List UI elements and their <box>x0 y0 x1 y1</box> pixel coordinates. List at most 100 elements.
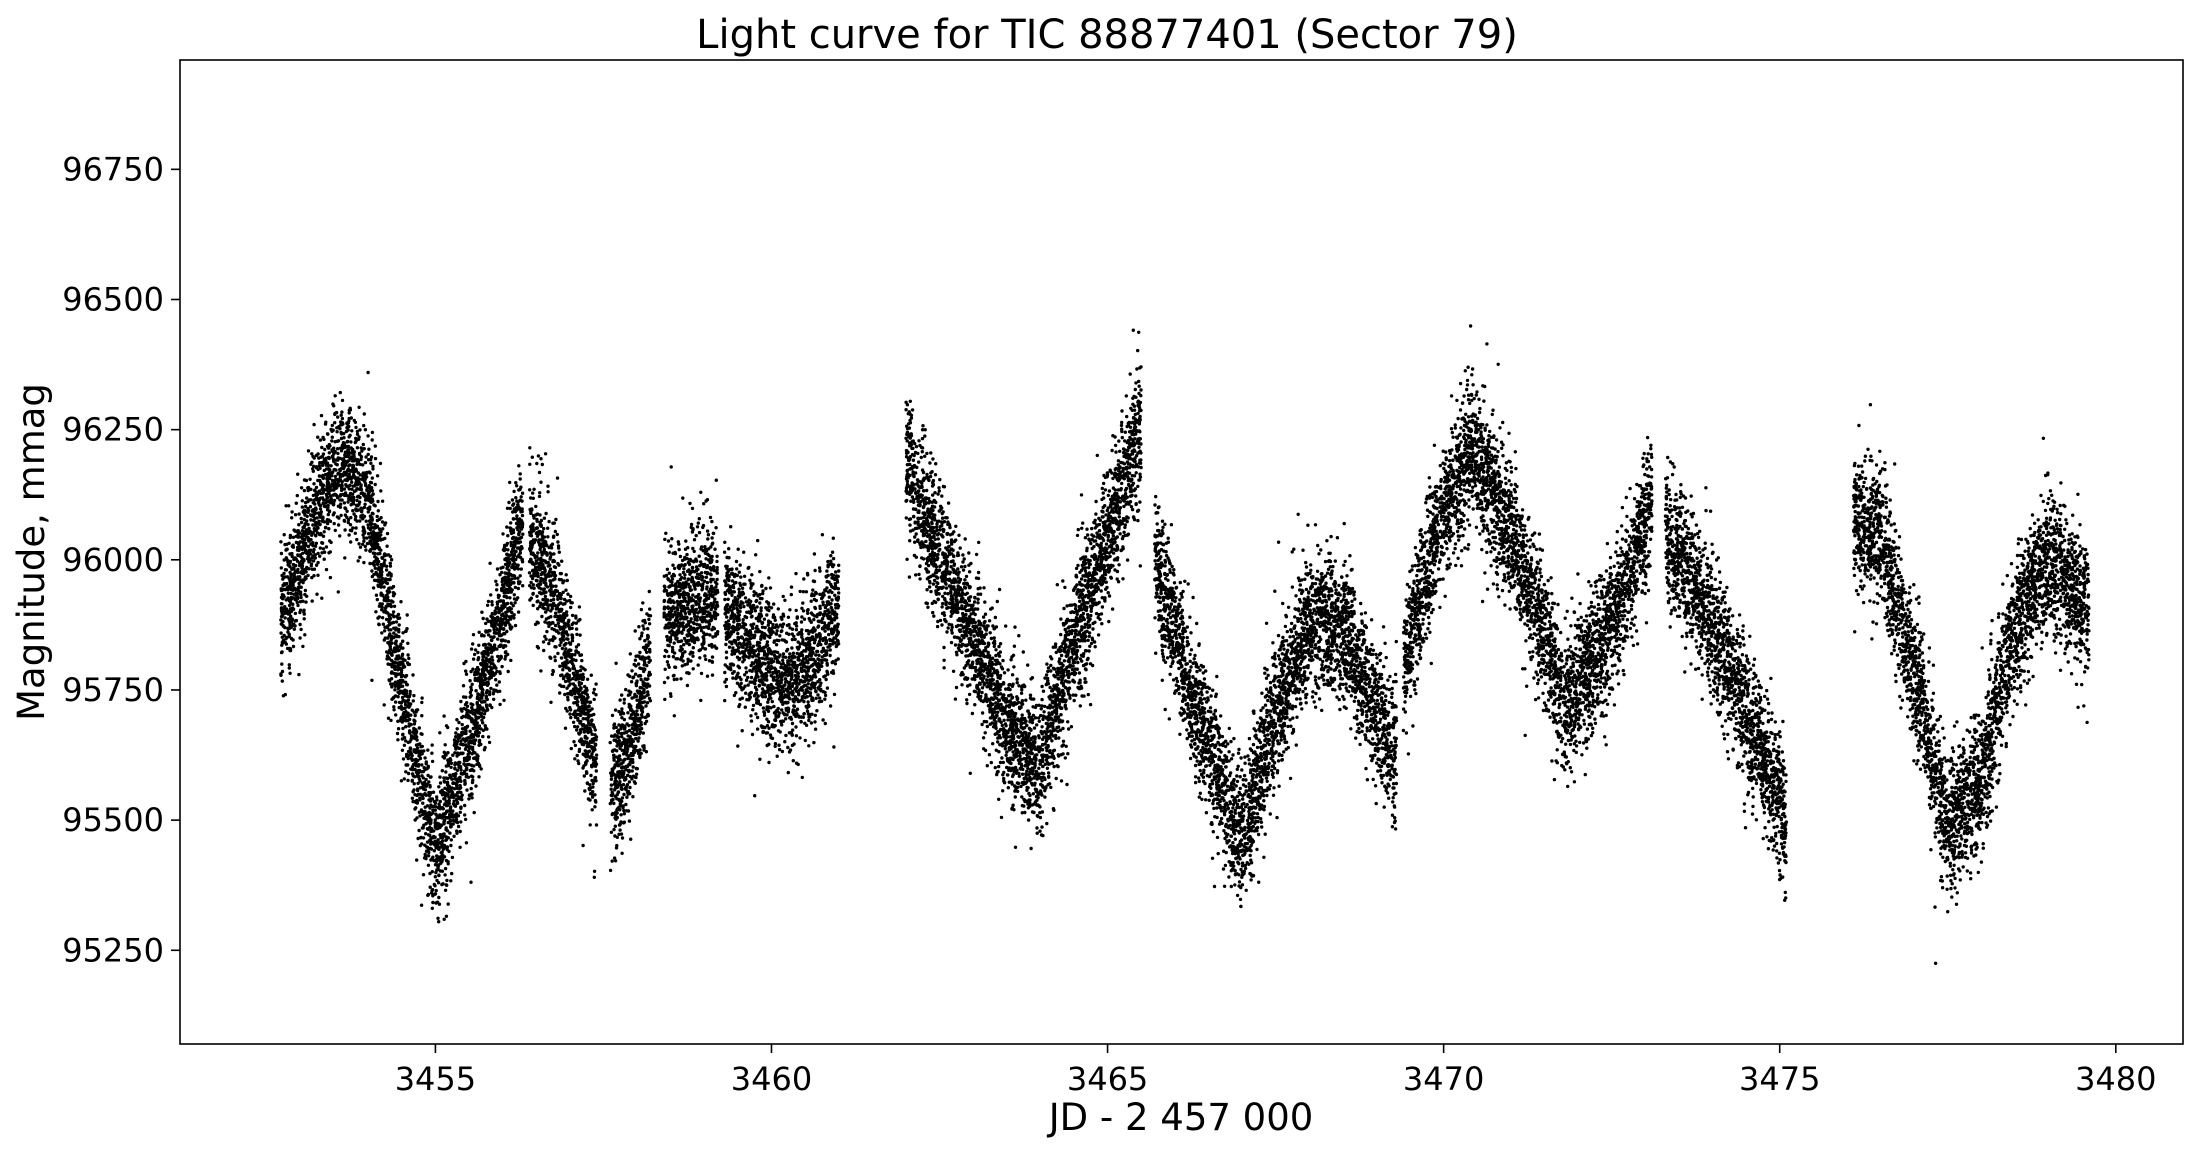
data-point <box>616 759 621 763</box>
data-point <box>355 459 359 463</box>
data-point <box>404 673 409 678</box>
data-point <box>304 478 309 483</box>
data-point <box>344 450 349 454</box>
data-point <box>499 599 503 603</box>
data-point <box>556 651 560 656</box>
data-point <box>332 521 336 526</box>
data-point <box>570 622 574 627</box>
data-point <box>459 805 463 809</box>
data-point <box>635 689 640 693</box>
data-point <box>634 736 638 741</box>
data-point <box>397 627 401 632</box>
data-point <box>389 572 393 576</box>
data-point <box>447 801 451 806</box>
data-point <box>412 788 416 792</box>
data-point <box>370 438 374 442</box>
data-point <box>359 457 363 462</box>
data-point <box>408 746 413 751</box>
data-point <box>512 540 516 544</box>
data-point <box>530 545 534 549</box>
data-point <box>370 489 375 493</box>
data-point <box>362 493 366 497</box>
data-point <box>487 658 492 663</box>
data-point <box>346 424 350 429</box>
data-point <box>536 551 540 555</box>
data-point <box>349 416 353 420</box>
data-point <box>465 788 469 792</box>
data-point <box>346 517 351 522</box>
data-point <box>543 594 548 599</box>
data-point <box>328 575 333 580</box>
data-point <box>714 526 718 530</box>
data-point <box>427 790 431 795</box>
data-point <box>401 732 405 736</box>
data-point <box>638 685 642 690</box>
data-point <box>612 726 616 730</box>
data-point <box>545 608 550 612</box>
data-point <box>288 671 292 675</box>
data-point <box>348 433 352 437</box>
data-point <box>435 815 439 819</box>
data-point <box>617 741 621 746</box>
data-point <box>633 775 638 779</box>
data-point <box>291 602 295 606</box>
data-point <box>389 635 393 639</box>
data-point <box>336 415 340 419</box>
data-point <box>284 556 288 560</box>
data-point <box>665 660 670 664</box>
data-point <box>321 547 326 551</box>
data-point <box>610 713 615 718</box>
data-point <box>615 793 619 797</box>
data-point <box>379 584 383 588</box>
data-point <box>547 624 551 629</box>
data-point <box>317 512 322 516</box>
data-point <box>558 627 563 631</box>
data-point <box>483 659 488 664</box>
data-point <box>294 501 298 505</box>
data-point <box>299 593 303 597</box>
data-point <box>577 695 582 699</box>
data-point <box>502 698 506 702</box>
data-point <box>638 650 642 655</box>
data-point <box>433 892 438 896</box>
data-point <box>696 663 700 667</box>
data-point <box>685 683 690 688</box>
data-point <box>404 691 408 695</box>
data-point <box>455 786 460 791</box>
data-point <box>436 881 441 885</box>
data-point <box>361 529 365 533</box>
data-point <box>400 695 405 700</box>
data-point <box>634 732 638 737</box>
data-point <box>708 633 712 637</box>
data-point <box>483 724 487 728</box>
data-point <box>636 674 641 678</box>
data-point <box>343 506 347 510</box>
data-point <box>486 651 490 655</box>
data-point <box>567 641 571 645</box>
data-point <box>408 740 412 744</box>
data-point <box>303 588 308 593</box>
data-point <box>300 505 304 509</box>
data-point <box>284 504 288 508</box>
data-point <box>326 479 330 484</box>
data-point <box>435 900 440 904</box>
data-point <box>430 751 434 755</box>
data-point <box>625 795 629 799</box>
data-point <box>552 628 556 632</box>
data-point <box>710 655 715 659</box>
data-point <box>354 507 358 511</box>
data-point <box>635 728 639 733</box>
data-point <box>666 539 671 543</box>
data-point <box>583 752 588 756</box>
data-point <box>507 500 511 505</box>
data-point <box>449 809 453 814</box>
data-point <box>557 614 562 619</box>
data-point <box>470 796 474 800</box>
data-point <box>539 518 544 523</box>
data-point <box>471 667 475 671</box>
data-point <box>613 816 617 820</box>
data-point <box>499 654 503 658</box>
data-point <box>419 835 423 840</box>
data-point <box>396 646 400 650</box>
data-point <box>324 492 329 497</box>
